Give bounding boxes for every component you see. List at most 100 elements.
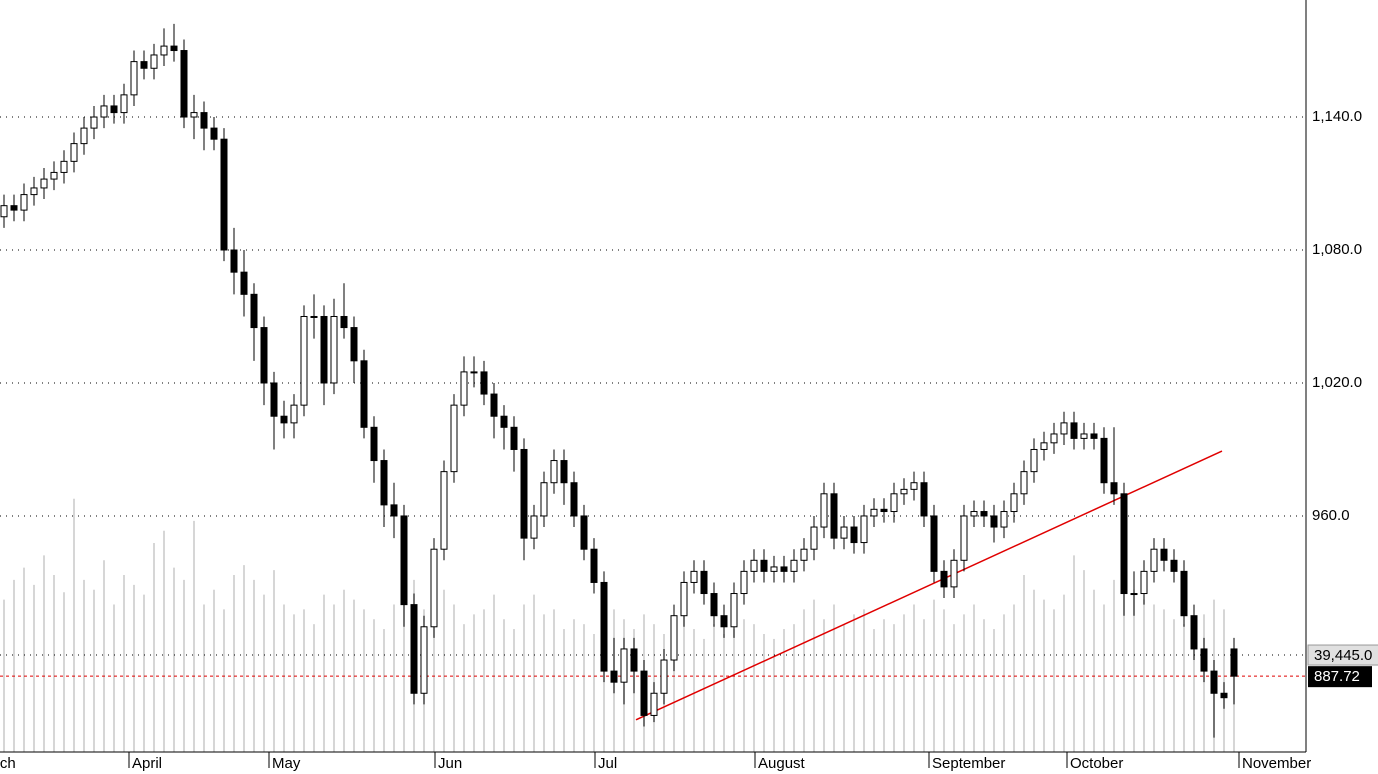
candle-body <box>520 448 528 539</box>
candle-body <box>360 360 368 428</box>
candle-body <box>400 515 408 606</box>
candle-body <box>810 526 818 550</box>
candle-body <box>960 515 968 561</box>
candle-body <box>630 648 638 672</box>
candle-body <box>50 171 58 180</box>
candle-body <box>550 460 558 484</box>
candle-body <box>1200 648 1208 672</box>
candle-body <box>710 593 718 617</box>
candle-body <box>940 570 948 588</box>
x-tick-label: March <box>0 755 16 772</box>
candle-body <box>440 471 448 550</box>
candle-body <box>780 566 788 572</box>
candle-body <box>240 271 248 295</box>
candle-body <box>660 659 668 694</box>
candle-body <box>1100 437 1108 484</box>
y-tick-label: 960.0 <box>1312 507 1350 524</box>
candle-body <box>120 94 128 114</box>
candle-body <box>500 415 508 428</box>
candle-body <box>920 482 928 517</box>
candle-body <box>1150 548 1158 572</box>
candle-body <box>140 61 148 69</box>
candle-body <box>1020 471 1028 495</box>
candle-body <box>980 511 988 517</box>
candle-body <box>380 460 388 506</box>
candle-body <box>570 482 578 517</box>
candle-body <box>450 404 458 473</box>
candle-body <box>1030 448 1038 473</box>
candle-body <box>530 515 538 539</box>
candle-body <box>950 559 958 588</box>
candle-body <box>60 160 68 173</box>
candle-body <box>800 548 808 561</box>
candle-body <box>350 327 358 362</box>
candle-body <box>1130 593 1138 596</box>
candle-body <box>320 315 328 384</box>
candle-body <box>990 515 998 528</box>
candle-body <box>290 404 298 424</box>
candle-body <box>0 205 8 218</box>
candle-body <box>650 692 658 716</box>
candle-body <box>210 127 218 140</box>
candle-body <box>1050 433 1058 444</box>
candle-body <box>110 105 118 114</box>
candle-body <box>80 127 88 145</box>
candle-body <box>890 493 898 513</box>
candle-body <box>610 670 618 683</box>
y-tick-label: 1,140.0 <box>1312 108 1362 125</box>
candle-body <box>510 426 518 450</box>
candle-body <box>880 508 888 513</box>
candle-body <box>1140 570 1148 595</box>
candle-body <box>580 515 588 550</box>
candle-body <box>700 570 708 595</box>
candle-body <box>330 315 338 384</box>
candle-body <box>300 315 308 406</box>
candle-body <box>180 50 188 118</box>
x-tick-label: May <box>272 755 301 772</box>
candle-body <box>1060 422 1068 435</box>
candle-body <box>10 205 18 211</box>
candle-body <box>590 548 598 583</box>
candle-body <box>370 426 378 462</box>
candle-body <box>280 415 288 424</box>
x-tick-label: October <box>1070 755 1123 772</box>
candle-body <box>970 511 978 517</box>
candle-body <box>90 116 98 129</box>
candle-body <box>1190 615 1198 650</box>
candle-body <box>190 112 198 118</box>
candle-body <box>490 393 498 417</box>
candle-body <box>750 559 758 572</box>
candle-body <box>870 508 878 517</box>
candle-body <box>860 515 868 544</box>
x-tick-label: August <box>758 755 806 772</box>
candle-body <box>760 559 768 572</box>
candle-body <box>640 670 648 716</box>
candle-body <box>410 604 418 694</box>
candle-body <box>1170 559 1178 572</box>
candle-body <box>20 194 28 211</box>
candle-body <box>600 581 608 672</box>
candle-body <box>40 178 48 189</box>
candle-body <box>270 382 278 417</box>
candle-body <box>170 45 178 52</box>
candle-body <box>130 61 138 96</box>
candle-body <box>540 482 548 517</box>
candle-body <box>430 548 438 628</box>
price-label: 887.72 <box>1314 668 1360 685</box>
candle-body <box>1040 442 1048 450</box>
candle-body <box>840 526 848 539</box>
candle-body <box>30 187 38 196</box>
candle-body <box>260 327 268 384</box>
candle-body <box>730 593 738 628</box>
candle-body <box>1160 548 1168 561</box>
candle-body <box>250 293 258 329</box>
x-tick-label: Jun <box>438 755 462 772</box>
x-tick-label: November <box>1242 755 1311 772</box>
candle-body <box>220 138 228 251</box>
candle-body <box>1000 511 1008 528</box>
candle-body <box>770 566 778 572</box>
candle-body <box>620 648 628 683</box>
candle-body <box>460 371 468 406</box>
volume-label-box <box>1307 644 1378 666</box>
